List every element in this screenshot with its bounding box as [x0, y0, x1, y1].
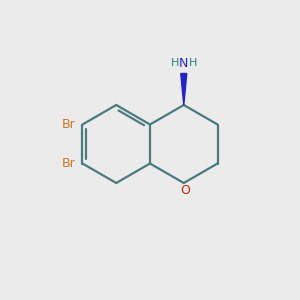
- Text: Br: Br: [62, 118, 76, 131]
- Text: Br: Br: [62, 157, 76, 170]
- Text: H: H: [189, 58, 197, 68]
- Text: O: O: [180, 184, 190, 197]
- Text: N: N: [179, 57, 188, 70]
- Text: H: H: [171, 58, 179, 68]
- Polygon shape: [181, 74, 187, 105]
